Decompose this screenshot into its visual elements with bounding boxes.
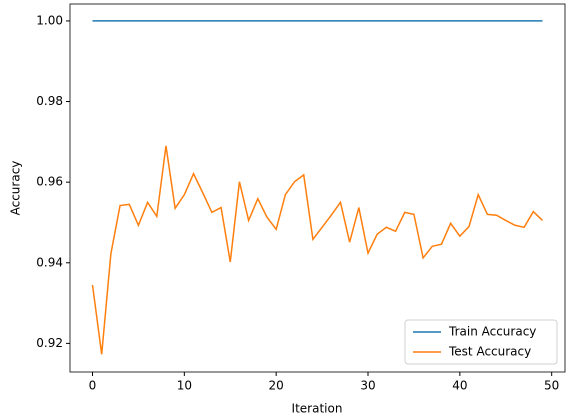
- y-tick-label: 1.00: [36, 13, 63, 27]
- x-tick-label: 30: [360, 379, 375, 393]
- y-tick-label: 0.98: [36, 94, 63, 108]
- y-axis-label: Accuracy: [9, 161, 23, 216]
- x-tick-label: 0: [89, 379, 97, 393]
- y-tick-label: 0.92: [36, 336, 63, 350]
- y-tick-label: 0.94: [36, 255, 63, 269]
- x-tick-label: 50: [544, 379, 559, 393]
- data-line: [91, 145, 544, 355]
- y-tick-label: 0.96: [36, 175, 63, 189]
- plot-frame: [69, 3, 566, 373]
- x-tick-label: 10: [177, 379, 192, 393]
- legend-label: Test Accuracy: [448, 345, 531, 359]
- x-tick-label: 40: [452, 379, 467, 393]
- legend-box: [404, 319, 558, 365]
- x-axis-label: Iteration: [292, 402, 343, 416]
- legend-label: Train Accuracy: [448, 325, 536, 339]
- x-tick-label: 20: [269, 379, 284, 393]
